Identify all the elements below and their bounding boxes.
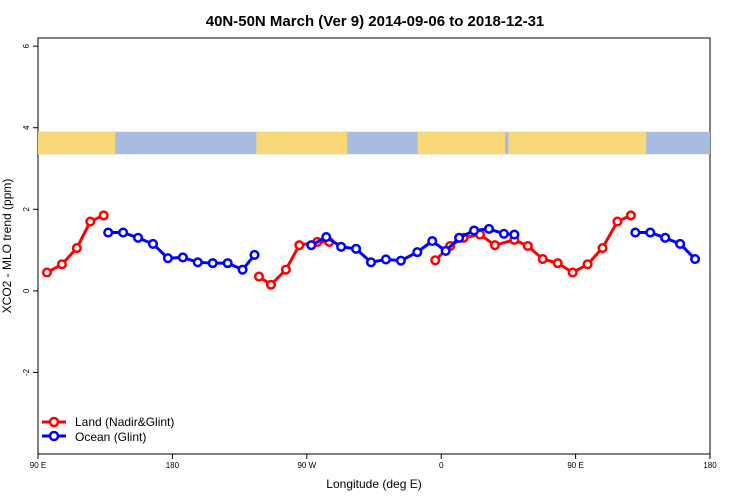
series-ocean-point [177,252,188,263]
y-tick-label: 2 [22,207,31,212]
y-tick-label: 0 [22,288,31,293]
series-land-point [522,240,533,252]
x-axis: 90 E 180 90 W 0 90 E 180 [30,454,717,470]
legend-ocean-label: Ocean (Glint) [75,430,146,444]
series-ocean-point [103,227,114,238]
y-tick-label: 4 [22,125,31,130]
series-ocean-point [133,232,144,243]
map-land [417,131,506,155]
x-tick-label: 180 [703,461,717,470]
series-ocean-point [192,257,203,268]
series-ocean-point [306,240,317,251]
x-tick-label: 90 E [567,461,583,470]
series-ocean-point [630,227,641,238]
world-map-band [38,131,710,155]
series-ocean-point [207,258,218,269]
series-ocean-point [351,243,362,254]
series-ocean-point [222,258,233,269]
series-land-point [41,267,53,278]
series-land-line [258,240,330,287]
series-land-point [430,255,441,266]
series-land-point [71,242,82,254]
series-ocean [103,223,701,275]
series-land-point [265,279,277,290]
series-ocean-point [162,253,173,264]
legend-land-marker [48,416,60,428]
x-tick-label: 180 [166,461,180,470]
series-ocean-point [395,255,406,266]
map-land [38,131,116,155]
series-land-point [56,259,67,270]
series-ocean-point [147,238,159,250]
series-ocean-point [249,249,260,261]
y-axis-label: XCO2 - MLO trend (ppm) [0,179,14,314]
series-land-point [582,259,593,270]
series-ocean-point [675,238,686,250]
y-tick-label: -2 [22,368,31,376]
chart-title: 40N-50N March (Ver 9) 2014-09-06 to 2018… [206,13,545,30]
series-ocean-point [509,229,520,240]
series-ocean-point [440,245,451,256]
series-ocean-point [660,232,671,243]
series-land-point [294,240,305,251]
series-ocean-point [237,264,248,275]
series-land-point [253,271,265,282]
series-ocean-point [469,225,480,236]
x-axis-label: Longitude (deg E) [326,477,421,491]
series-land-point [489,240,501,251]
series-layer [41,210,701,290]
series-ocean-point [336,241,347,252]
series-ocean-point [498,228,509,239]
y-axis: -2 0 2 4 6 [22,43,38,376]
series-land-point [612,216,623,227]
series-land-point [597,242,608,254]
map-land [508,131,647,155]
series-ocean-point [321,231,332,243]
series-ocean-point [645,227,656,238]
series-land-point [85,216,96,227]
series-ocean-point [483,223,495,234]
series-land-point [98,210,109,221]
y-tick-label: 6 [22,43,31,48]
series-ocean-point [690,254,701,265]
series-ocean-point [454,232,465,243]
plot-area [37,37,711,455]
series-land-point [625,210,636,221]
map-land [256,131,348,155]
legend-land-label: Land (Nadir&Glint) [75,415,174,429]
legend-ocean-marker [48,430,60,442]
series-ocean-point [412,247,423,258]
legend: Land (Nadir&Glint) Ocean (Glint) [42,415,174,444]
x-tick-label: 90 E [30,461,46,470]
series-ocean-point [380,254,391,265]
series-land-point [537,254,548,265]
series-ocean-point [365,257,377,268]
x-tick-label: 90 W [297,461,316,470]
series-land-point [280,264,291,275]
series-ocean-point [118,227,129,238]
series-ocean-point [427,236,438,247]
series-land-point [552,258,563,269]
series-land-point [567,267,578,278]
x-tick-label: 0 [439,461,444,470]
